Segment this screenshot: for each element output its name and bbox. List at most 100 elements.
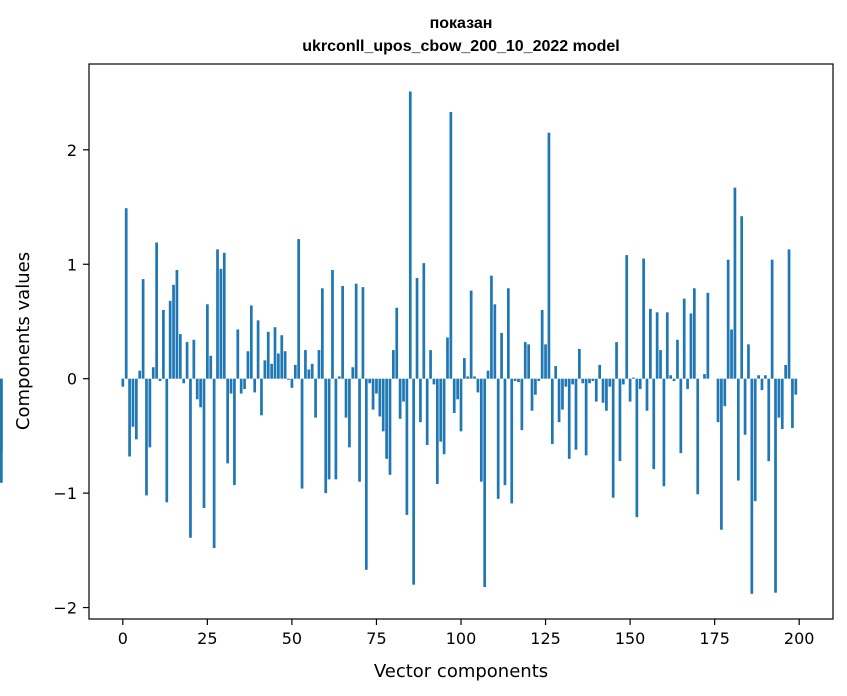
- bar-62: [331, 269, 334, 379]
- bar-32: [229, 378, 233, 394]
- bar-172: [703, 374, 706, 379]
- bar-133: [571, 378, 574, 385]
- bar-52: [297, 239, 301, 379]
- bar-137: [584, 378, 588, 456]
- bar-10: [155, 242, 158, 379]
- bar-134: [574, 378, 578, 450]
- bar-178: [723, 378, 727, 407]
- bar-132: [567, 378, 571, 459]
- bar-177: [720, 378, 723, 530]
- bar-168: [689, 313, 693, 379]
- bar-180: [730, 329, 733, 379]
- bar-76: [378, 378, 382, 417]
- bar-47: [280, 335, 284, 379]
- bar-35: [239, 378, 243, 394]
- bar-159: [659, 350, 662, 379]
- bar-152: [635, 378, 639, 518]
- bar-84: [405, 378, 409, 515]
- bar-195: [780, 378, 784, 430]
- bar-141: [598, 364, 602, 379]
- bar-118: [520, 378, 524, 431]
- y-tick-label: 1: [67, 255, 77, 274]
- bar-123: [537, 378, 541, 381]
- bar-23: [199, 378, 202, 408]
- bar-193: [774, 378, 777, 593]
- bar-30: [222, 252, 226, 379]
- bar-71: [361, 287, 365, 379]
- x-tick-label: 200: [784, 629, 815, 648]
- bar-9: [151, 367, 155, 379]
- bar-186: [750, 378, 754, 594]
- bar-191: [767, 378, 771, 462]
- bar-165: [679, 378, 683, 454]
- bar-185: [747, 344, 750, 379]
- bar-21: [192, 339, 196, 379]
- bar-65: [341, 286, 344, 379]
- bar-14: [168, 300, 172, 379]
- bar-157: [652, 378, 656, 470]
- bar-112: [500, 332, 503, 379]
- bar-22: [195, 378, 199, 400]
- bar-103: [469, 290, 473, 379]
- bar-96: [446, 337, 449, 379]
- bar-102: [466, 376, 470, 379]
- bar-147: [618, 378, 622, 462]
- bar-16: [175, 269, 179, 379]
- bar-196: [784, 364, 788, 379]
- bar-149: [625, 255, 629, 379]
- bar-68: [351, 367, 355, 379]
- bar-151: [632, 377, 635, 379]
- bar-190: [764, 375, 767, 379]
- y-tick-label: 2: [67, 141, 77, 160]
- bar-131: [564, 378, 568, 387]
- bar-81: [395, 307, 399, 379]
- bar-110: [493, 304, 497, 379]
- bar-162: [669, 375, 673, 379]
- bar-136: [581, 378, 585, 384]
- bar-100: [459, 378, 463, 432]
- bar-51: [293, 364, 297, 379]
- bar-48: [283, 351, 287, 379]
- y-tick-label: 0: [67, 370, 77, 389]
- bar-107: [483, 378, 487, 587]
- x-tick-label: 125: [530, 629, 561, 648]
- x-tick-label: 100: [446, 629, 477, 648]
- bar-122: [534, 378, 537, 395]
- bar-95: [442, 378, 446, 455]
- y-axis-ticks: −2 −1 0 1 2: [53, 141, 89, 618]
- bar-88: [419, 378, 422, 423]
- bar-74: [371, 378, 375, 410]
- bar-144: [608, 378, 612, 387]
- bar-91: [429, 350, 432, 379]
- bar-111: [496, 378, 500, 499]
- x-tick-label: 75: [366, 629, 386, 648]
- bar-169: [692, 288, 696, 379]
- bar-28: [216, 249, 219, 379]
- bar-45: [273, 327, 277, 379]
- bar-135: [578, 348, 581, 379]
- bar-198: [791, 378, 794, 428]
- bar-114: [506, 288, 510, 379]
- bar-139: [591, 378, 595, 381]
- bar-98: [452, 378, 456, 414]
- bar-41: [260, 378, 263, 416]
- bar-56: [310, 363, 314, 379]
- bar-161: [665, 312, 669, 379]
- bar-31: [226, 378, 230, 464]
- bar-27: [212, 378, 216, 549]
- bar-5: [138, 370, 142, 379]
- bar-13: [165, 378, 169, 503]
- bar-105: [476, 378, 480, 393]
- bar-34: [236, 329, 240, 379]
- bar-121: [530, 378, 534, 411]
- bar-199: [794, 378, 798, 395]
- bar-46: [277, 353, 280, 379]
- bar-7: [145, 378, 148, 496]
- bar-20: [189, 378, 192, 538]
- bar-54: [304, 350, 307, 379]
- bar-187: [753, 378, 757, 502]
- bar-167: [686, 378, 689, 389]
- bar-59: [320, 288, 324, 379]
- bar-57: [314, 378, 317, 418]
